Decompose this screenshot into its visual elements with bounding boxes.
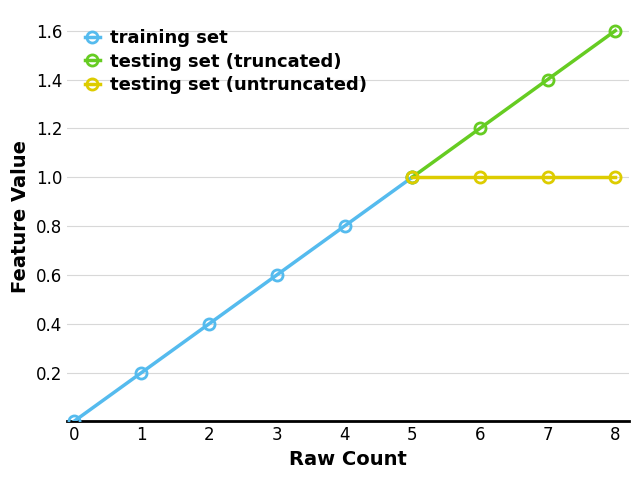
training set <box>205 321 213 327</box>
testing set (untruncated) <box>476 174 484 180</box>
training set <box>273 272 281 278</box>
testing set (untruncated) <box>544 174 552 180</box>
testing set (truncated) <box>544 77 552 83</box>
testing set (truncated) <box>408 174 416 180</box>
Line: training set: training set <box>68 172 418 427</box>
training set <box>138 370 145 375</box>
testing set (untruncated) <box>408 174 416 180</box>
training set <box>408 174 416 180</box>
Y-axis label: Feature Value: Feature Value <box>11 140 30 293</box>
testing set (truncated) <box>611 28 619 34</box>
Line: testing set (truncated): testing set (truncated) <box>406 25 621 183</box>
X-axis label: Raw Count: Raw Count <box>289 450 407 469</box>
Legend: training set, testing set (truncated), testing set (untruncated): training set, testing set (truncated), t… <box>76 20 376 103</box>
training set <box>70 419 77 424</box>
training set <box>340 223 348 229</box>
Line: testing set (untruncated): testing set (untruncated) <box>406 172 621 183</box>
testing set (truncated) <box>476 125 484 131</box>
testing set (untruncated) <box>611 174 619 180</box>
